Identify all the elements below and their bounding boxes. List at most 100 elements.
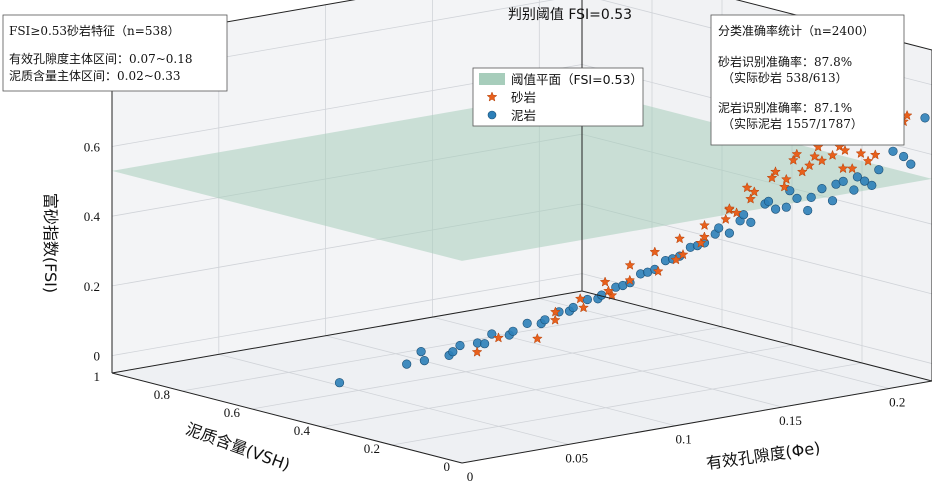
stats-box-line: 泥质含量主体区间：0.02~0.33: [9, 68, 181, 83]
mudstone-point: [859, 176, 870, 186]
sandstone-point: [531, 333, 543, 344]
mudstone-point: [568, 302, 578, 313]
y-tick-label: 0.8: [154, 387, 170, 402]
sandstone-point: [809, 150, 821, 162]
mudstone-point: [724, 228, 735, 238]
sandstone-point: [670, 254, 682, 265]
grid-line: [251, 326, 723, 410]
mudstone-point: [898, 151, 909, 162]
mudstone-point: [416, 347, 426, 357]
chart-title: 判别阈值 FSI=0.53: [508, 7, 632, 23]
sandstone-point: [471, 346, 483, 357]
sandstone-point: [816, 155, 828, 166]
accuracy-box-line: （实际泥岩 1557/1787）: [722, 116, 863, 131]
legend: 阈值平面（FSI=0.53） 砂岩 泥岩: [472, 67, 644, 127]
mudstone-point: [920, 113, 930, 123]
grid-line: [391, 362, 863, 446]
sandstone-point: [720, 213, 732, 224]
sandstone-point: [698, 231, 710, 242]
tick-labels: 00.050.10.150.200.20.40.60.8100.20.40.60…: [84, 70, 906, 482]
x-tick-label: 0.15: [779, 413, 802, 428]
grid-line: [111, 273, 583, 356]
sandstone-point: [677, 248, 689, 260]
mudstone-point: [582, 294, 593, 305]
sandstone-point: [549, 314, 561, 325]
sandstone-point: [778, 181, 790, 192]
accuracy-box-line: （实际砂岩 538/613）: [722, 70, 848, 85]
accuracy-box: 分类准确率统计（n=2400） 砂岩识别准确率：87.8% （实际砂岩 538/…: [710, 14, 905, 146]
sandstone-point: [695, 237, 707, 248]
stats-box: FSI≥0.53砂岩特征（n=538） 有效孔隙度主体区间：0.07~0.18 …: [2, 14, 228, 92]
sandstone-point: [745, 193, 756, 204]
mudstone-point: [874, 165, 884, 175]
x-tick-label: 0.2: [889, 395, 905, 410]
mudstone-point: [540, 315, 550, 325]
sandstone-point: [796, 166, 808, 177]
grid-line: [218, 354, 569, 445]
y-tick-label: 0.2: [364, 441, 380, 456]
sandstone-point: [599, 276, 611, 287]
mudstone-point: [781, 202, 791, 212]
mudstone-point: [852, 172, 863, 182]
mudstone-point: [827, 196, 838, 206]
mudstone-point: [803, 205, 813, 216]
stats-box-line: 有效孔隙度主体区间：0.07~0.18: [9, 51, 193, 66]
sandstone-point: [493, 332, 504, 343]
y-tick-label: 1: [94, 369, 101, 384]
z-tick-label: 0.4: [84, 209, 101, 224]
mudstone-point: [867, 180, 877, 190]
sandstone-point: [624, 274, 636, 285]
accuracy-box-line: 泥岩识别准确率：87.1%: [718, 100, 852, 115]
sandstone-point: [578, 302, 589, 313]
accuracy-box-title: 分类准确率统计（n=2400）: [718, 23, 874, 38]
axis-edge: [581, 290, 932, 382]
sandstone-point: [766, 172, 778, 183]
mudstone-point: [334, 378, 345, 388]
mudstone-point: [455, 340, 465, 351]
mudstone-point: [792, 193, 802, 203]
mudstone-point: [746, 217, 756, 227]
floor-pane: [112, 291, 932, 463]
grid-line: [321, 344, 793, 428]
legend-marker-mudstone: [487, 110, 497, 120]
sandstone-point: [603, 285, 614, 296]
sandstone-point: [869, 149, 881, 160]
sandstone-point: [787, 154, 799, 165]
stats-box-title: FSI≥0.53砂岩特征（n=538）: [9, 23, 180, 38]
x-tick-label: 0: [467, 469, 474, 482]
accuracy-box-line: 砂岩识别准确率：87.8%: [718, 54, 852, 69]
sandstone-point: [862, 155, 874, 166]
sandstone-point: [606, 289, 618, 300]
z-tick-label: 0: [94, 349, 101, 364]
sandstone-point: [837, 162, 849, 174]
z-axis-label: 富砂指数(FSI): [41, 193, 60, 293]
mudstone-point: [785, 186, 795, 196]
z-tick-label: 0.2: [84, 279, 100, 294]
y-tick-label: 0.6: [224, 405, 241, 420]
grid-line: [325, 335, 676, 427]
sandstone-point: [652, 265, 664, 277]
sandstone-point: [855, 147, 867, 159]
x-tick-label: 0.05: [565, 450, 588, 465]
x-axis-label: 有效孔隙度(Φe): [705, 438, 821, 473]
mudstone-point: [888, 146, 898, 156]
mudstone-point: [480, 339, 490, 349]
sandstone-point: [741, 182, 753, 193]
axis-edge: [461, 380, 932, 464]
sandstone-point: [791, 148, 803, 159]
sandstone-point: [549, 306, 561, 317]
grid-line: [539, 298, 890, 389]
sandstone-point: [699, 219, 710, 231]
sandstone-point: [804, 159, 815, 171]
sandstone-point: [674, 233, 686, 244]
x-tick-label: 0.1: [675, 432, 691, 447]
mudstone-point: [508, 326, 518, 336]
sandstone-point: [780, 173, 792, 184]
mudstone-point: [738, 210, 749, 220]
legend-swatch-plane: [479, 73, 505, 85]
sandstone-point: [827, 149, 838, 160]
mudstone-point: [806, 192, 816, 202]
mudstone-point: [838, 176, 848, 186]
legend-label-plane: 阈值平面（FSI=0.53）: [511, 72, 643, 87]
mudstone-point: [522, 318, 532, 329]
